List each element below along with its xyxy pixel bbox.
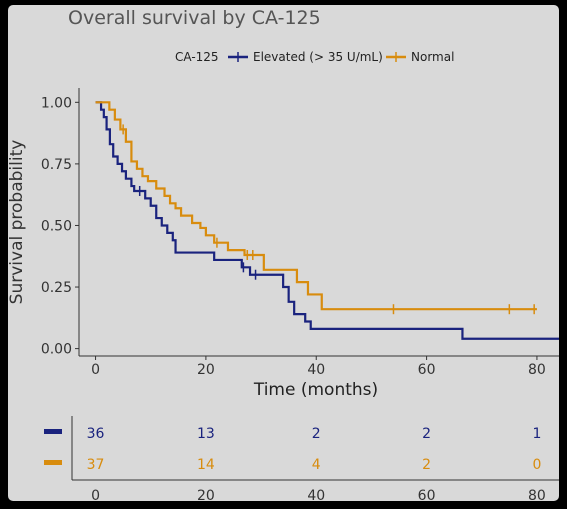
risk-time-label: 80 [528, 488, 546, 504]
risk-count: 2 [312, 426, 321, 442]
y-tick-label: 0.00 [41, 342, 72, 358]
legend-key-elevated [228, 52, 248, 62]
risk-time-label: 60 [418, 488, 436, 504]
x-axis-label: Time (months) [253, 380, 378, 400]
x-tick-label: 0 [91, 362, 100, 378]
risk-count: 1 [532, 426, 541, 442]
risk-time-label: 20 [197, 488, 215, 504]
risk-row-key [44, 460, 62, 465]
chart-title: Overall survival by CA-125 [68, 7, 321, 29]
risk-count: 2 [422, 457, 431, 473]
legend-label-elevated: Elevated (> 35 U/mL) [253, 50, 383, 64]
risk-time-label: 0 [91, 488, 100, 504]
y-axis-label: Survival probability [7, 140, 27, 305]
x-tick-label: 80 [528, 362, 546, 378]
y-tick-label: 0.25 [41, 280, 72, 296]
risk-count: 14 [197, 457, 215, 473]
x-tick-label: 60 [418, 362, 436, 378]
y-tick-label: 0.50 [41, 218, 72, 234]
legend-label-normal: Normal [411, 50, 454, 64]
legend-key-normal [386, 52, 406, 62]
risk-row-key [44, 429, 62, 434]
risk-time-label: 40 [307, 488, 325, 504]
x-tick-label: 40 [307, 362, 325, 378]
survival-curve-elevated [95, 101, 559, 340]
risk-count: 2 [422, 426, 431, 442]
survival-curve-normal [95, 101, 537, 311]
chart-frame [8, 5, 559, 501]
risk-count: 37 [87, 457, 105, 473]
legend-title: CA-125 [175, 50, 219, 64]
risk-count: 36 [87, 426, 105, 442]
y-tick-label: 0.75 [41, 157, 72, 173]
x-tick-label: 20 [197, 362, 215, 378]
risk-count: 0 [532, 457, 541, 473]
risk-count: 13 [197, 426, 215, 442]
risk-count: 4 [312, 457, 321, 473]
y-tick-label: 1.00 [41, 95, 72, 111]
